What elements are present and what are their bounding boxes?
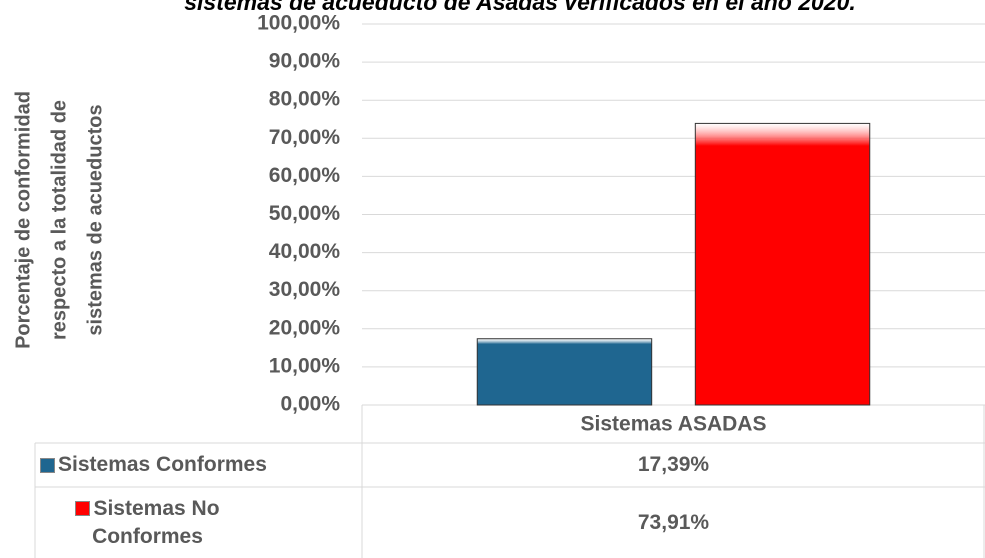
y-tick-label: 70,00%: [269, 126, 341, 149]
legend-cell: Sistemas Conformes: [40, 443, 360, 487]
data-label: 17,39%: [637, 453, 710, 476]
x-tick-label: Sistemas ASADAS: [581, 413, 767, 436]
legend-label: Sistemas Conformes: [58, 453, 267, 476]
legend-entry: Sistemas Conformes: [40, 451, 267, 479]
y-axis-label: respecto a la totalidad de: [48, 100, 70, 340]
legend-swatch: [40, 457, 55, 473]
bar: [476, 338, 653, 406]
y-tick-label: 90,00%: [269, 50, 341, 73]
y-tick-label: 0,00%: [280, 393, 340, 416]
y-tick-label: 60,00%: [269, 164, 341, 187]
y-tick-label: 30,00%: [269, 278, 341, 301]
data-label: 73,91%: [637, 510, 710, 534]
y-tick-label: 40,00%: [269, 240, 341, 263]
legend-cell: Sistemas No Conformes: [40, 487, 255, 558]
value-cell: 73,91%: [362, 487, 985, 558]
y-tick-label: 10,00%: [269, 354, 341, 377]
chart-title: sistemas de acueducto de Asadas verifica…: [184, 0, 856, 15]
legend-swatch: [75, 501, 91, 517]
bar: [694, 122, 871, 406]
y-tick-label: 50,00%: [269, 202, 341, 225]
legend-label: Sistemas No Conformes: [92, 496, 220, 548]
y-tick-label: 80,00%: [269, 88, 341, 111]
y-axis-label: sistemas de acueductos: [84, 104, 106, 335]
value-cell: 17,39%: [362, 443, 985, 487]
y-tick-label: 100,00%: [257, 12, 340, 35]
y-axis-label: Porcentaje de conformidad: [12, 91, 34, 349]
legend-entry: Sistemas No Conformes: [40, 495, 255, 551]
y-tick-label: 20,00%: [269, 316, 341, 339]
